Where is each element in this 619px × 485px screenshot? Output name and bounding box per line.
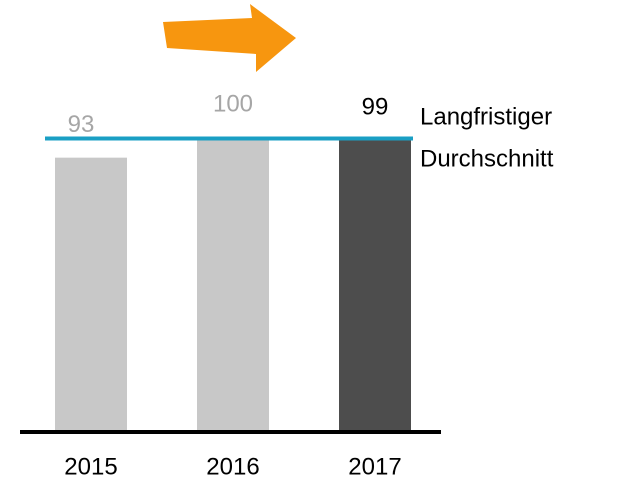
bar [55,157,127,432]
x-tick-label: 2016 [206,453,259,480]
bar [339,139,411,432]
reference-label: Langfristiger [420,103,552,130]
value-label: 93 [68,111,95,138]
value-label: 99 [362,93,389,120]
x-tick-label: 2015 [64,453,117,480]
value-label: 100 [213,90,253,117]
x-tick-label: 2017 [348,453,401,480]
reference-label: Durchschnitt [420,145,554,172]
bar [197,137,269,432]
trend-arrow [163,4,296,72]
